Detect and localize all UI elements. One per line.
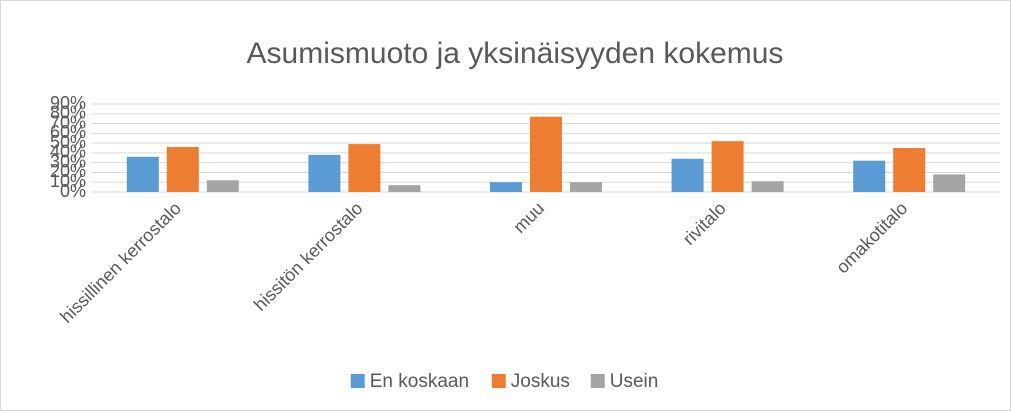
legend-label: En koskaan xyxy=(370,371,469,392)
bar xyxy=(490,182,522,192)
legend-label: Joskus xyxy=(511,371,570,392)
bar xyxy=(751,181,784,192)
bar xyxy=(166,147,199,192)
bar xyxy=(308,154,341,192)
y-tick-label: 40% xyxy=(50,142,86,162)
bar xyxy=(206,180,239,192)
legend-swatch xyxy=(590,374,605,388)
bar xyxy=(348,144,381,192)
bar xyxy=(853,160,886,192)
legend-label: Usein xyxy=(610,371,659,392)
y-tick-label: 20% xyxy=(50,161,86,181)
bar xyxy=(893,148,926,192)
y-tick-label: 90% xyxy=(50,93,86,113)
y-tick-label: 30% xyxy=(50,151,86,171)
bar xyxy=(530,116,562,192)
bar xyxy=(933,174,966,192)
bar xyxy=(126,156,159,192)
bar xyxy=(570,182,602,192)
y-tick-label: 0% xyxy=(60,181,86,201)
legend-swatch xyxy=(491,374,506,388)
y-tick-label: 50% xyxy=(50,132,86,152)
y-tick-label: 10% xyxy=(50,171,86,191)
bar xyxy=(388,185,421,192)
y-tick-label: 80% xyxy=(50,103,86,123)
bar xyxy=(711,141,744,192)
bar xyxy=(671,158,704,192)
y-tick-label: 60% xyxy=(50,122,86,142)
chart-title: Asumismuoto ja yksinäisyyden kokemus xyxy=(247,37,784,70)
y-tick-label: 70% xyxy=(50,112,86,132)
legend-swatch xyxy=(350,374,365,388)
